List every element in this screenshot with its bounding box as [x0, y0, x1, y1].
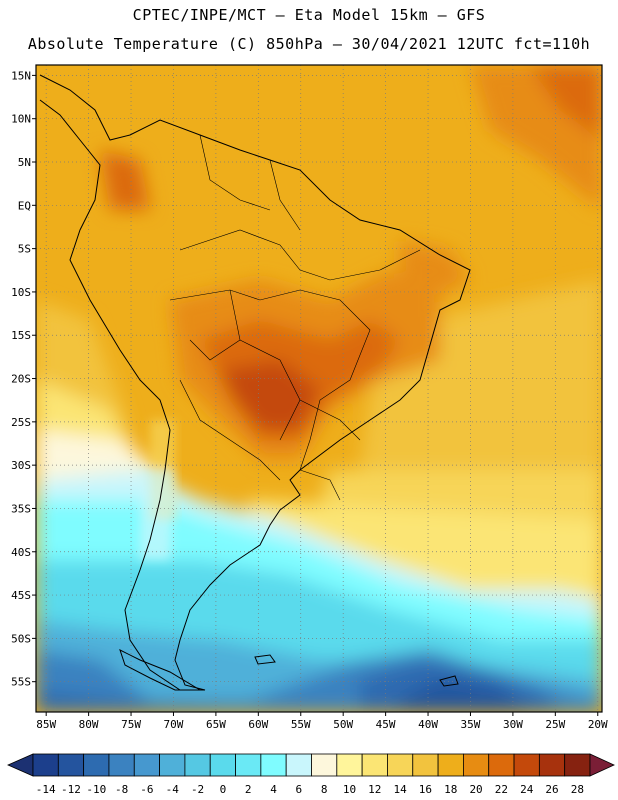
colorbar-label: -2	[191, 783, 204, 796]
coastline	[39, 74, 471, 691]
lat-tick-label: 15N	[11, 69, 31, 82]
colorbar-label: 26	[545, 783, 558, 796]
latitude-axis: 15N 10N 5N EQ 5S 10S 15S 20S 25S 30S 35S 40S 45S 50S 5…	[11, 69, 36, 689]
lon-tick-label: 35W	[461, 718, 481, 731]
map-frame	[35, 64, 603, 713]
colorbar-segment	[108, 753, 135, 777]
colorbar-label: 28	[571, 783, 584, 796]
map-title-line-1: CPTEC/INPE/MCT – Eta Model 15km – GFS	[132, 6, 486, 24]
colorbar-segment	[159, 753, 186, 777]
colorbar-segment	[83, 753, 110, 777]
colorbar-underflow	[7, 753, 34, 777]
colorbar-label: -12	[61, 783, 81, 796]
colorbar-segment	[133, 753, 160, 777]
lon-tick-label: 70W	[164, 718, 184, 731]
colorbar-segment	[412, 753, 439, 777]
colorbar-segment	[285, 753, 312, 777]
lat-tick-label: 45S	[11, 589, 31, 602]
colorbar-label: 24	[520, 783, 534, 796]
colorbar-label: 20	[469, 783, 482, 796]
colorbar-label: -14	[36, 783, 56, 796]
colorbar-overflow	[589, 753, 615, 777]
colorbar-label: -8	[115, 783, 128, 796]
lat-tick-label: 35S	[11, 502, 31, 515]
colorbar-label: 22	[495, 783, 508, 796]
lat-tick-label: 10N	[11, 113, 31, 126]
lon-tick-label: 85W	[36, 718, 56, 731]
colorbar-label: 12	[368, 783, 381, 796]
lon-tick-label: 55W	[291, 718, 311, 731]
lat-tick-label: 10S	[11, 286, 31, 299]
lat-tick-label: 50S	[11, 632, 31, 645]
colorbar-label: 8	[321, 783, 328, 796]
lon-tick-label: 75W	[121, 718, 141, 731]
colorbar-label: 16	[419, 783, 432, 796]
lon-tick-label: 25W	[545, 718, 565, 731]
lon-tick-label: 45W	[376, 718, 396, 731]
colorbar-label: 10	[343, 783, 356, 796]
colorbar-segment	[184, 753, 211, 777]
lon-tick-label: 30W	[503, 718, 523, 731]
colorbar-segment	[336, 753, 363, 777]
colorbar-segment	[209, 753, 236, 777]
longitude-axis: 85W 80W 75W 70W 65W 60W 55W 50W 45W 40W 35W 30W 25W 2…	[36, 712, 608, 731]
lat-tick-label: 40S	[11, 546, 31, 559]
colorbar-label: 2	[245, 783, 252, 796]
lon-tick-label: 80W	[79, 718, 99, 731]
colorbar-segment	[513, 753, 540, 777]
lat-tick-label: EQ	[18, 199, 31, 212]
colorbar-segment	[564, 753, 591, 777]
lon-tick-label: 40W	[418, 718, 438, 731]
map-title-line-2: Absolute Temperature (C) 850hPa – 30/04/…	[27, 35, 591, 53]
lat-tick-label: 15S	[11, 329, 31, 342]
colorbar-label: -6	[140, 783, 153, 796]
temperature-field	[36, 65, 602, 712]
colorbar-label: 14	[393, 783, 407, 796]
lat-tick-label: 55S	[11, 676, 31, 689]
lon-tick-label: 50W	[333, 718, 353, 731]
lat-tick-label: 25S	[11, 416, 31, 429]
lon-tick-label: 20W	[588, 718, 608, 731]
colorbar-segment	[361, 753, 388, 777]
country-borders	[169, 134, 421, 501]
colorbar-label: 0	[220, 783, 227, 796]
colorbar-segment	[235, 753, 262, 777]
colorbar-segment	[57, 753, 85, 777]
colorbar-segment	[311, 753, 338, 777]
color-legend: -14 -12 -10 -8 -6 -4 -2 0 2 4 6 8 10 12 14 16 18 20 22 24 26…	[7, 753, 615, 796]
colorbar-label: -4	[166, 783, 180, 796]
lat-tick-label: 5N	[18, 156, 31, 169]
lat-tick-label: 30S	[11, 459, 31, 472]
colorbar-segment	[538, 753, 566, 777]
lon-tick-label: 60W	[248, 718, 268, 731]
colorbar-segment	[437, 753, 464, 777]
lat-tick-label: 20S	[11, 373, 31, 386]
colorbar-label: 18	[444, 783, 457, 796]
colorbar-segment	[463, 753, 490, 777]
colorbar-label: 6	[296, 783, 303, 796]
colorbar-segment	[32, 753, 59, 777]
lat-tick-label: 5S	[18, 243, 31, 256]
colorbar-label: -10	[86, 783, 106, 796]
colorbar-label: 4	[270, 783, 277, 796]
colorbar-segment	[488, 753, 515, 777]
colorbar-segment	[387, 753, 414, 777]
lon-tick-label: 65W	[206, 718, 226, 731]
colorbar-segment	[260, 753, 287, 777]
